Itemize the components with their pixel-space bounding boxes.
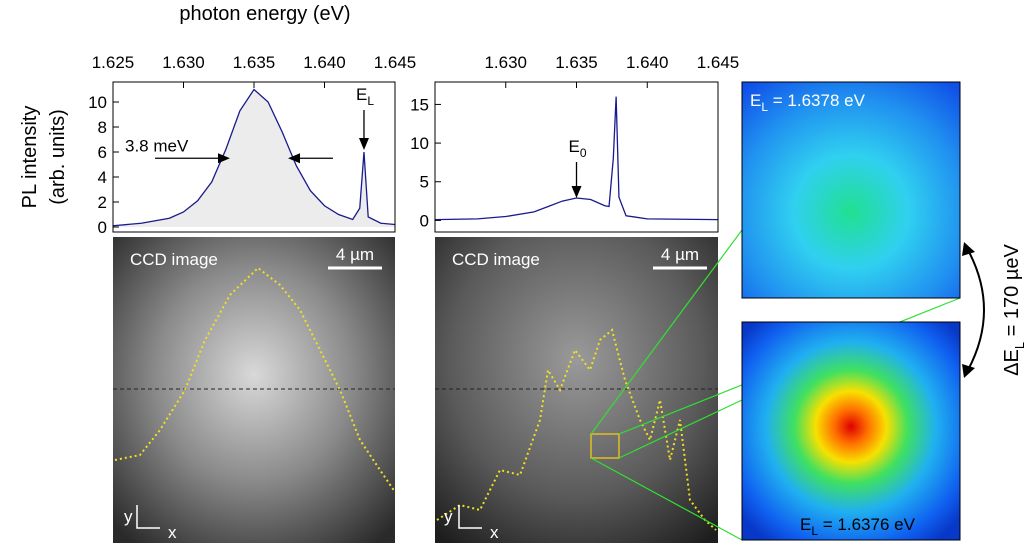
x-tick-label: 1.635	[233, 53, 276, 72]
scale-bar-label: 4 µm	[661, 245, 699, 264]
x-tick-label: 1.630	[162, 53, 205, 72]
ccd-image	[113, 237, 395, 543]
splitting-main: ΔE	[1001, 349, 1023, 376]
axis-indicator-y: y	[124, 507, 133, 526]
y-tick-label: 0	[420, 211, 429, 230]
peak-label: E0	[569, 137, 587, 160]
splitting-label: ΔEL = 170 µeV	[1001, 244, 1027, 376]
peak-label-main: E	[569, 137, 580, 156]
selection-box	[590, 433, 620, 459]
map-label-text: = 1.6376 eV	[818, 515, 916, 534]
ccd-label: CCD image	[130, 250, 218, 269]
line	[434, 96, 719, 221]
y-tick-label: 6	[98, 143, 107, 162]
line	[112, 88, 396, 227]
y-axis-title: (arb. units)	[47, 109, 69, 205]
intensity-profile	[114, 266, 396, 493]
axis-indicator-x: x	[490, 523, 499, 542]
peak-label: EL	[356, 85, 374, 108]
intensity-profile	[436, 328, 717, 531]
energy-map	[741, 321, 961, 541]
axis-indicator-y: y	[444, 507, 453, 526]
x-tick-label: 1.640	[626, 53, 669, 72]
y-tick-label: 10	[410, 134, 429, 153]
axes-indicator	[136, 505, 482, 529]
x-tick-label: 1.640	[303, 53, 346, 72]
x-tick-label: 1.635	[555, 53, 598, 72]
map-label-sub: L	[811, 524, 818, 538]
fwhm-label: 3.8 meV	[125, 136, 189, 155]
scale-bar-label: 4 µm	[336, 245, 374, 264]
x-tick-label: 1.625	[92, 53, 135, 72]
peak-label-sub: L	[367, 94, 374, 108]
y-tick-label: 5	[420, 173, 429, 192]
y-tick-label: 10	[88, 93, 107, 112]
area	[113, 89, 395, 227]
map-label-main: E	[800, 515, 811, 534]
map-label-main: E	[750, 91, 761, 110]
y-tick-label: 8	[98, 118, 107, 137]
splitting-text: = 170 µeV	[1001, 244, 1023, 342]
map-label: EL = 1.6376 eV	[800, 515, 916, 538]
arrow-head	[571, 186, 582, 198]
peak-label-main: E	[356, 85, 367, 104]
map-label-sub: L	[761, 100, 768, 114]
x-tick-label: 1.645	[697, 53, 740, 72]
ccd-image	[435, 237, 718, 543]
y-tick-label: 0	[98, 218, 107, 237]
arrow-head	[358, 138, 369, 150]
splitting-sub: L	[1012, 342, 1027, 349]
x-tick-label: 1.630	[484, 53, 527, 72]
x-tick-label: 1.645	[374, 53, 417, 72]
y-tick-label: 2	[98, 193, 107, 212]
peak-label-sub: 0	[580, 146, 587, 160]
x-axis-title: photon energy (eV)	[179, 3, 350, 25]
splitting-arrow	[967, 249, 985, 371]
ccd-label: CCD image	[452, 250, 540, 269]
y-tick-label: 15	[410, 95, 429, 114]
plot-frame	[434, 81, 719, 233]
map-label-text: = 1.6378 eV	[768, 91, 866, 110]
map-label: EL = 1.6378 eV	[750, 91, 866, 114]
axis-indicator-x: x	[168, 523, 177, 542]
energy-map	[741, 81, 961, 299]
y-axis-title: PL intensity	[19, 106, 41, 209]
y-tick-label: 4	[98, 168, 107, 187]
